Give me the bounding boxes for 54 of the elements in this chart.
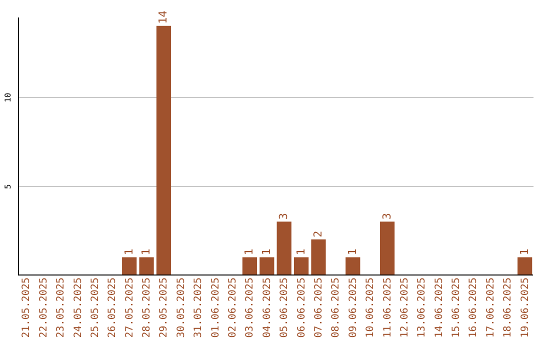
x-tick-label: 06.06.2025 — [296, 278, 308, 338]
bar — [518, 257, 532, 275]
data-label: 1 — [518, 248, 531, 256]
x-tick-label: 14.06.2025 — [434, 278, 445, 338]
x-tick-label: 26.05.2025 — [107, 278, 118, 338]
x-tick-label: 24.05.2025 — [72, 278, 84, 338]
x-tick-label: 30.05.2025 — [176, 278, 187, 338]
x-tick-label: 25.05.2025 — [90, 278, 101, 338]
bar — [346, 257, 360, 275]
x-tick-label: 22.05.2025 — [38, 278, 50, 338]
data-label: 14 — [156, 10, 170, 24]
bar — [294, 257, 309, 275]
x-tick-label: 16.06.2025 — [468, 278, 480, 338]
bar — [242, 257, 258, 275]
y-tick-label: 10 — [4, 92, 12, 102]
x-tick-label: 19.06.2025 — [520, 278, 531, 338]
data-label: 1 — [140, 248, 153, 256]
x-tick-label: 27.05.2025 — [124, 278, 136, 338]
data-label: 2 — [311, 230, 324, 238]
data-label: 1 — [242, 248, 256, 256]
bar — [276, 222, 292, 275]
x-tick-label: 18.06.2025 — [502, 278, 514, 338]
x-tick-label: 15.06.2025 — [451, 278, 462, 338]
data-label: 3 — [380, 212, 394, 220]
x-tick-label: 11.06.2025 — [382, 278, 394, 338]
x-tick-label: 03.06.2025 — [244, 278, 256, 338]
x-tick-label: 31.05.2025 — [193, 278, 204, 338]
data-label: 1 — [346, 248, 359, 256]
bar — [380, 222, 395, 275]
data-label: 1 — [260, 248, 273, 256]
x-tick-label: 05.06.2025 — [279, 278, 290, 338]
x-tick-label: 02.06.2025 — [228, 278, 239, 338]
bar — [122, 257, 137, 275]
x-tick-label: 23.05.2025 — [56, 278, 67, 338]
data-label: 1 — [294, 248, 308, 256]
x-tick-label: 04.06.2025 — [262, 278, 273, 338]
y-tick-label: 5 — [4, 184, 12, 189]
bar — [260, 257, 274, 275]
x-tick-label: 01.06.2025 — [210, 278, 222, 338]
bar — [311, 239, 326, 275]
bar — [139, 257, 154, 275]
x-tick-label: 09.06.2025 — [348, 278, 359, 338]
data-label: 3 — [277, 212, 290, 220]
x-tick-label: 29.05.2025 — [158, 278, 170, 338]
x-tick-label: 21.05.2025 — [21, 278, 32, 338]
x-tick-label: 07.06.2025 — [313, 278, 324, 338]
x-tick-label: 13.06.2025 — [416, 278, 428, 338]
data-label: 1 — [122, 248, 136, 256]
bar — [156, 26, 172, 275]
x-tick-label: 28.05.2025 — [142, 278, 153, 338]
x-tick-label: 08.06.2025 — [330, 278, 342, 338]
x-tick-label: 17.06.2025 — [485, 278, 496, 338]
x-tick-label: 10.06.2025 — [365, 278, 376, 338]
x-tick-label: 12.06.2025 — [399, 278, 410, 338]
